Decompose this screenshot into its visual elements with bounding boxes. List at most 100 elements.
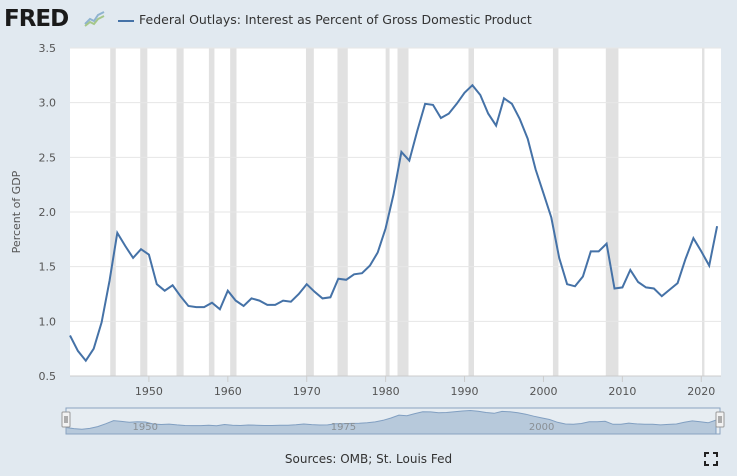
data-point[interactable] — [478, 93, 483, 98]
data-point[interactable] — [462, 90, 467, 95]
data-point[interactable] — [139, 247, 144, 252]
fullscreen-icon[interactable] — [704, 452, 718, 466]
data-point[interactable] — [486, 111, 491, 116]
data-point[interactable] — [557, 255, 562, 260]
data-point[interactable] — [123, 243, 128, 248]
data-point[interactable] — [178, 294, 183, 299]
data-point[interactable] — [328, 295, 333, 300]
data-point[interactable] — [249, 296, 254, 301]
data-point[interactable] — [675, 281, 680, 286]
fred-logo[interactable]: FRED — [4, 6, 69, 32]
chart-header: FRED Federal Outlays: Interest as Percen… — [0, 0, 737, 44]
data-point[interactable] — [651, 286, 656, 291]
x-tick-label: 2000 — [529, 385, 557, 398]
data-point[interactable] — [691, 236, 696, 241]
y-tick-label: 2.5 — [39, 151, 57, 164]
navigator-handle-right[interactable] — [715, 411, 725, 428]
data-point[interactable] — [438, 115, 443, 120]
data-point[interactable] — [533, 167, 538, 172]
data-point[interactable] — [683, 257, 688, 262]
navigator-handle-left[interactable] — [61, 411, 71, 428]
data-point[interactable] — [202, 305, 207, 310]
navigator-handle-grip — [61, 411, 71, 428]
data-point[interactable] — [312, 289, 317, 294]
data-point[interactable] — [367, 263, 372, 268]
data-point[interactable] — [194, 305, 199, 310]
data-point[interactable] — [273, 302, 278, 307]
data-point[interactable] — [699, 249, 704, 254]
data-point[interactable] — [517, 117, 522, 122]
data-point[interactable] — [407, 158, 412, 163]
data-point[interactable] — [217, 307, 222, 312]
data-point[interactable] — [430, 102, 435, 107]
x-tick-label: 1980 — [372, 385, 400, 398]
data-point[interactable] — [154, 282, 159, 287]
data-point[interactable] — [99, 320, 104, 325]
data-point[interactable] — [446, 111, 451, 116]
data-point[interactable] — [580, 274, 585, 279]
y-tick-label: 1.0 — [39, 315, 57, 328]
data-point[interactable] — [115, 230, 120, 235]
data-point[interactable] — [186, 304, 191, 309]
data-point[interactable] — [83, 358, 88, 363]
data-point[interactable] — [107, 278, 112, 283]
data-point[interactable] — [715, 224, 720, 229]
data-point[interactable] — [509, 101, 514, 106]
data-point[interactable] — [75, 348, 80, 353]
data-point[interactable] — [131, 255, 136, 260]
data-point[interactable] — [336, 276, 341, 281]
data-point[interactable] — [288, 299, 293, 304]
data-point[interactable] — [620, 285, 625, 290]
data-point[interactable] — [604, 241, 609, 246]
data-point[interactable] — [549, 215, 554, 220]
data-point[interactable] — [91, 346, 96, 351]
data-point[interactable] — [525, 136, 530, 141]
legend-series-label[interactable]: Federal Outlays: Interest as Percent of … — [139, 12, 532, 27]
data-point[interactable] — [68, 333, 73, 338]
data-point[interactable] — [210, 300, 215, 305]
data-point[interactable] — [707, 263, 712, 268]
data-point[interactable] — [423, 101, 428, 106]
data-point[interactable] — [588, 249, 593, 254]
data-point[interactable] — [344, 277, 349, 282]
data-point[interactable] — [170, 283, 175, 288]
data-point[interactable] — [596, 249, 601, 254]
data-point[interactable] — [296, 292, 301, 297]
data-point[interactable] — [233, 298, 238, 303]
x-axis-ticks: 1950 1960 1970 1980 1990 2000 2010 2020 — [70, 375, 721, 398]
data-point[interactable] — [494, 123, 499, 128]
data-point[interactable] — [352, 272, 357, 277]
data-point[interactable] — [573, 284, 578, 289]
data-point[interactable] — [375, 250, 380, 255]
data-point[interactable] — [383, 226, 388, 231]
data-point[interactable] — [162, 288, 167, 293]
data-point[interactable] — [241, 304, 246, 309]
data-point[interactable] — [644, 285, 649, 290]
data-point[interactable] — [659, 294, 664, 299]
data-point[interactable] — [667, 287, 672, 292]
data-point[interactable] — [636, 279, 641, 284]
data-point[interactable] — [146, 252, 151, 257]
data-point[interactable] — [541, 191, 546, 196]
navigator-handle-grip — [715, 411, 725, 428]
data-point[interactable] — [628, 267, 633, 272]
data-point[interactable] — [265, 302, 270, 307]
data-point[interactable] — [415, 129, 420, 134]
data-point[interactable] — [470, 83, 475, 88]
data-point[interactable] — [612, 286, 617, 291]
data-point[interactable] — [454, 101, 459, 106]
data-point[interactable] — [320, 296, 325, 301]
y-tick-label: 3.5 — [39, 42, 57, 55]
data-point[interactable] — [565, 282, 570, 287]
data-point[interactable] — [257, 298, 262, 303]
data-point[interactable] — [399, 149, 404, 154]
navigator[interactable]: 1950 1975 2000 — [61, 407, 725, 435]
data-point[interactable] — [225, 288, 230, 293]
navigator-window[interactable] — [65, 407, 721, 435]
data-point[interactable] — [391, 192, 396, 197]
data-point[interactable] — [281, 298, 286, 303]
series-line[interactable] — [69, 83, 719, 363]
data-point[interactable] — [502, 96, 507, 101]
data-point[interactable] — [304, 282, 309, 287]
data-point[interactable] — [359, 271, 364, 276]
